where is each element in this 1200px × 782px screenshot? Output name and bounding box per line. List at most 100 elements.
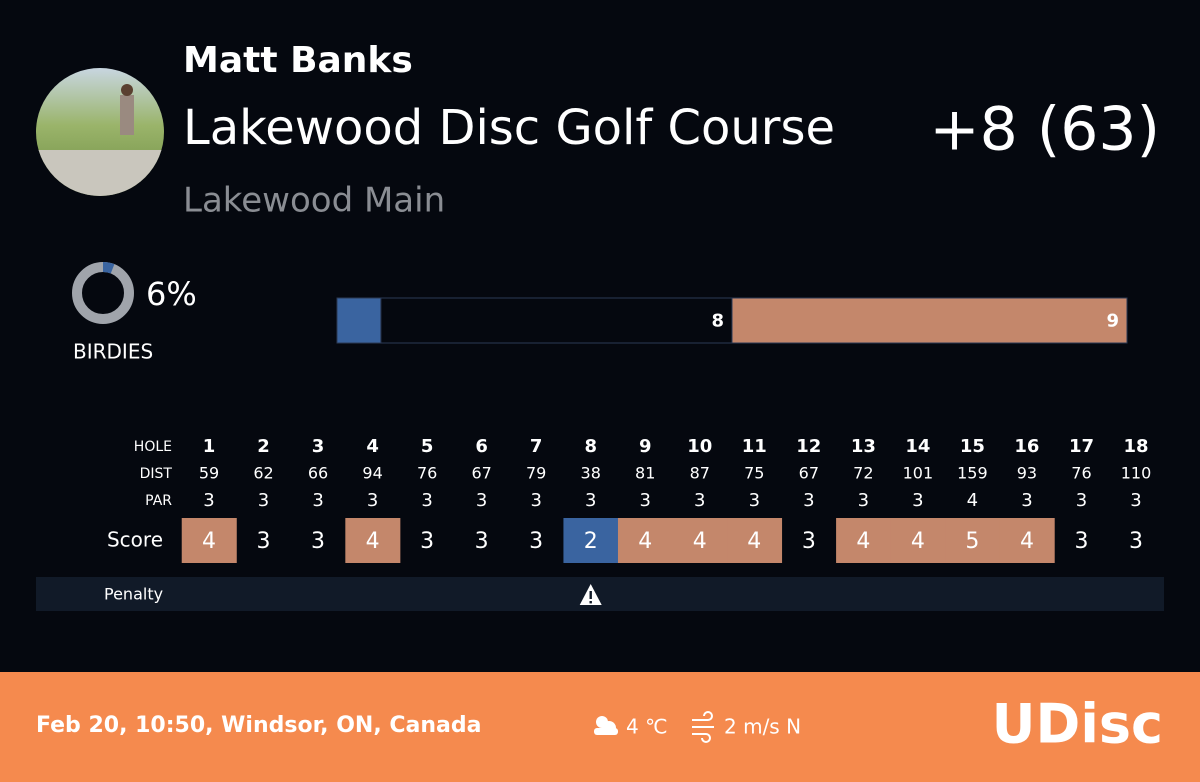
- hole-distance: 79: [526, 464, 546, 483]
- row-label: HOLE: [134, 439, 172, 455]
- hole-distance: 93: [1017, 464, 1037, 483]
- hole-par: 3: [312, 490, 323, 511]
- hole-score: 3: [1129, 529, 1143, 554]
- hole-score: 4: [856, 529, 870, 554]
- temperature: 4 ℃: [626, 715, 668, 739]
- hole-distance: 62: [253, 464, 273, 483]
- score-cell: [945, 518, 1001, 563]
- hole-par: 3: [530, 490, 541, 511]
- hole-score: 3: [802, 529, 816, 554]
- hole-par: 3: [476, 490, 487, 511]
- hole-par: 3: [421, 490, 432, 511]
- hole-par: 3: [367, 490, 378, 511]
- penalty-icon-bang: [589, 591, 592, 599]
- hole-score: 4: [202, 529, 216, 554]
- score-cell: [999, 518, 1055, 563]
- hole-distance: 72: [853, 464, 873, 483]
- hole-par: 3: [694, 490, 705, 511]
- hole-par: 3: [1021, 490, 1032, 511]
- score-cell: [617, 518, 673, 563]
- hole-number: 14: [905, 436, 930, 457]
- hole-number: 13: [851, 436, 876, 457]
- round-score: +8 (63): [929, 95, 1160, 165]
- hole-score: 4: [638, 529, 652, 554]
- avatar: [36, 68, 164, 196]
- hole-number: 11: [742, 436, 767, 457]
- hole-distance: 67: [471, 464, 491, 483]
- hole-distance: 94: [362, 464, 382, 483]
- player-name: Matt Banks: [183, 40, 413, 81]
- hole-number: 6: [475, 436, 488, 457]
- hole-distance: 66: [308, 464, 328, 483]
- score-cell: [727, 518, 783, 563]
- hole-number: 7: [530, 436, 543, 457]
- hole-number: 12: [796, 436, 821, 457]
- hole-number: 4: [366, 436, 379, 457]
- hole-number: 15: [960, 436, 985, 457]
- hole-number: 16: [1014, 436, 1039, 457]
- score-cell: [836, 518, 892, 563]
- distribution-segment: [380, 297, 733, 344]
- hole-score: 3: [257, 529, 271, 554]
- birdie-percent: 6%: [146, 275, 197, 313]
- distribution-segment: [731, 297, 1128, 344]
- hole-par: 3: [912, 490, 923, 511]
- hole-number: 2: [257, 436, 270, 457]
- hole-distance: 87: [690, 464, 710, 483]
- hole-number: 18: [1123, 436, 1148, 457]
- hole-score: 3: [529, 529, 543, 554]
- penalty-icon-dot: [589, 601, 592, 604]
- hole-score: 3: [1074, 529, 1088, 554]
- distribution-label: 9: [1106, 311, 1119, 332]
- hole-score: 3: [475, 529, 489, 554]
- hole-distance: 81: [635, 464, 655, 483]
- hole-par: 3: [803, 490, 814, 511]
- hole-score: 5: [965, 529, 979, 554]
- hole-number: 9: [639, 436, 652, 457]
- wind: 2 m/s N: [724, 715, 801, 739]
- hole-distance: 76: [1071, 464, 1091, 483]
- hole-distance: 38: [581, 464, 601, 483]
- hole-score: 3: [311, 529, 325, 554]
- hole-score: 4: [911, 529, 925, 554]
- logo: UDisc: [992, 693, 1163, 756]
- score-cell: [563, 518, 619, 563]
- birdie-title: BIRDIES: [73, 340, 153, 364]
- hole-score: 2: [584, 529, 598, 554]
- score-cell: [345, 518, 401, 563]
- hole-distance: 67: [799, 464, 819, 483]
- hole-distance: 159: [957, 464, 988, 483]
- hole-distance: 110: [1121, 464, 1152, 483]
- hole-number: 3: [312, 436, 325, 457]
- hole-score: 3: [420, 529, 434, 554]
- row-label: PAR: [145, 493, 172, 509]
- hole-par: 3: [1130, 490, 1141, 511]
- wind-icon: [692, 711, 714, 743]
- hole-number: 10: [687, 436, 712, 457]
- hole-par: 3: [640, 490, 651, 511]
- hole-par: 3: [585, 490, 596, 511]
- penalty-label: Penalty: [104, 585, 163, 604]
- hole-number: 17: [1069, 436, 1094, 457]
- weather-icon: [594, 716, 618, 735]
- row-label: Score: [107, 528, 163, 552]
- hole-par: 4: [967, 490, 978, 511]
- hole-par: 3: [749, 490, 760, 511]
- round-info: Feb 20, 10:50, Windsor, ON, Canada: [36, 713, 481, 738]
- score-cell: [672, 518, 728, 563]
- score-cell: [181, 518, 237, 563]
- hole-par: 3: [1076, 490, 1087, 511]
- hole-number: 5: [421, 436, 434, 457]
- hole-par: 3: [258, 490, 269, 511]
- hole-par: 3: [203, 490, 214, 511]
- layout-name: Lakewood Main: [183, 181, 445, 221]
- hole-score: 4: [747, 529, 761, 554]
- hole-distance: 76: [417, 464, 437, 483]
- hole-number: 8: [584, 436, 597, 457]
- score-cell: [890, 518, 946, 563]
- penalty-row: [36, 577, 1164, 611]
- hole-distance: 101: [903, 464, 934, 483]
- distribution-segment: [336, 297, 382, 344]
